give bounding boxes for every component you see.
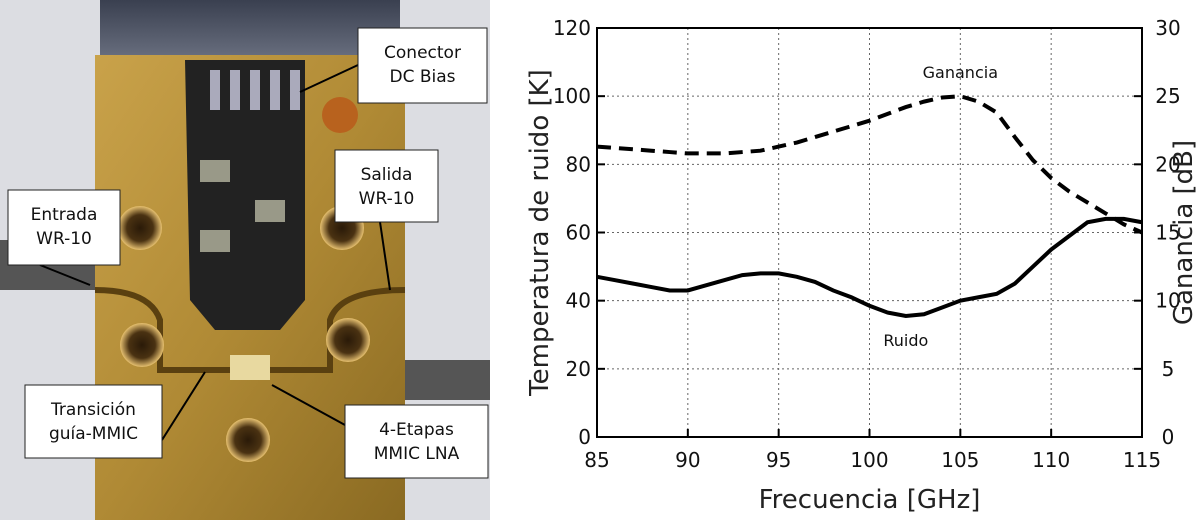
x-tick-label: 115	[1123, 448, 1161, 472]
chart: 85 90 95 100 105 110 1150204060801001200510152…	[525, 16, 1199, 515]
y-tick-label: 0	[578, 425, 591, 449]
y-tick-label: 20	[566, 357, 591, 381]
x-tick-label: 100	[850, 448, 888, 472]
y-tick-label: 80	[566, 152, 591, 176]
y2-tick-label: 20	[1155, 152, 1180, 176]
label-text: Salida	[361, 165, 413, 185]
y-axis-title: Temperatura de ruido [K]	[525, 69, 555, 397]
y2-tick-label: 5	[1162, 357, 1175, 381]
x-tick-label: 85	[584, 448, 609, 472]
y2-axis-title: Ganancia [dB]	[1169, 140, 1199, 325]
label-box	[24, 384, 163, 459]
x-tick-label: 105	[941, 448, 979, 472]
y2-tick-label: 30	[1155, 16, 1180, 40]
rod	[390, 360, 490, 400]
x-axis-title: Frecuencia [GHz]	[759, 485, 981, 515]
y2-tick-label: 15	[1155, 221, 1180, 245]
series-line	[596, 216, 1143, 319]
y2-tick-label: 10	[1155, 289, 1180, 313]
y-tick-label: 120	[553, 16, 591, 40]
screw-hole	[120, 323, 164, 367]
circuit-cavity	[185, 60, 305, 330]
label-box	[357, 27, 488, 104]
capacitor	[255, 200, 285, 222]
y-tick-label: 60	[566, 221, 591, 245]
x-tick-label: 110	[1032, 448, 1070, 472]
capacitor	[200, 160, 230, 182]
label-box	[344, 404, 489, 479]
screw-hole	[326, 318, 370, 362]
y-tick-label: 40	[566, 289, 591, 313]
series-line	[596, 94, 1143, 235]
label-text: Transición	[50, 400, 136, 420]
label-box	[334, 149, 439, 223]
x-tick-label: 95	[766, 448, 791, 472]
label-box	[7, 189, 121, 266]
label-text: DC Bias	[389, 67, 455, 87]
series-annotation: Ruido	[883, 331, 928, 350]
label-text: 4-Etapas	[379, 420, 454, 440]
connector	[322, 97, 358, 133]
label-text: WR-10	[359, 189, 415, 209]
screw-hole	[118, 206, 162, 250]
bias-pins	[210, 70, 300, 110]
y-tick-label: 100	[553, 84, 591, 108]
y2-tick-label: 0	[1162, 425, 1175, 449]
capacitor	[200, 230, 230, 252]
mmic	[230, 355, 270, 380]
label-text: WR-10	[36, 229, 92, 249]
metal-block	[100, 0, 400, 60]
screw-hole	[226, 418, 270, 462]
label-text: guía-MMIC	[49, 424, 138, 444]
series-annotation: Ganancia	[923, 63, 998, 82]
callout-arrows	[39, 64, 391, 441]
label-text: Entrada	[31, 205, 98, 225]
x-tick-label: 90	[675, 448, 700, 472]
label-text: MMIC LNA	[374, 444, 460, 464]
photo-labels: Conector DC Bias Salida WR-10 Entrada WR-10 Tr…	[7, 27, 489, 479]
label-text: Conector	[384, 43, 461, 63]
y2-tick-label: 25	[1155, 84, 1180, 108]
